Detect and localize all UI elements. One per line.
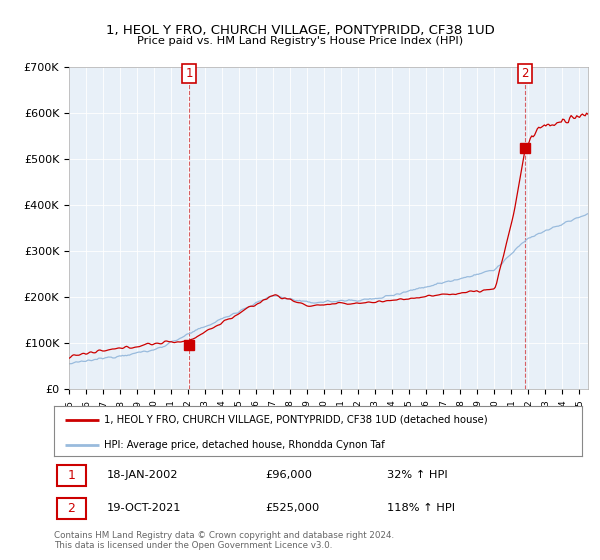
Text: HPI: Average price, detached house, Rhondda Cynon Taf: HPI: Average price, detached house, Rhon…	[104, 440, 385, 450]
Text: 1, HEOL Y FRO, CHURCH VILLAGE, PONTYPRIDD, CF38 1UD: 1, HEOL Y FRO, CHURCH VILLAGE, PONTYPRID…	[106, 24, 494, 36]
Text: Price paid vs. HM Land Registry's House Price Index (HPI): Price paid vs. HM Land Registry's House …	[137, 36, 463, 46]
Text: £525,000: £525,000	[265, 503, 319, 514]
Text: 2: 2	[67, 502, 75, 515]
Text: 19-OCT-2021: 19-OCT-2021	[107, 503, 181, 514]
Text: £96,000: £96,000	[265, 470, 312, 480]
Text: 18-JAN-2002: 18-JAN-2002	[107, 470, 178, 480]
Text: 1: 1	[67, 469, 75, 482]
Text: 118% ↑ HPI: 118% ↑ HPI	[386, 503, 455, 514]
FancyBboxPatch shape	[56, 465, 86, 486]
Text: Contains HM Land Registry data © Crown copyright and database right 2024.
This d: Contains HM Land Registry data © Crown c…	[54, 531, 394, 550]
FancyBboxPatch shape	[56, 498, 86, 519]
Text: 1: 1	[185, 67, 193, 80]
Text: 32% ↑ HPI: 32% ↑ HPI	[386, 470, 448, 480]
Text: 1, HEOL Y FRO, CHURCH VILLAGE, PONTYPRIDD, CF38 1UD (detached house): 1, HEOL Y FRO, CHURCH VILLAGE, PONTYPRID…	[104, 414, 488, 424]
Text: 2: 2	[521, 67, 529, 80]
